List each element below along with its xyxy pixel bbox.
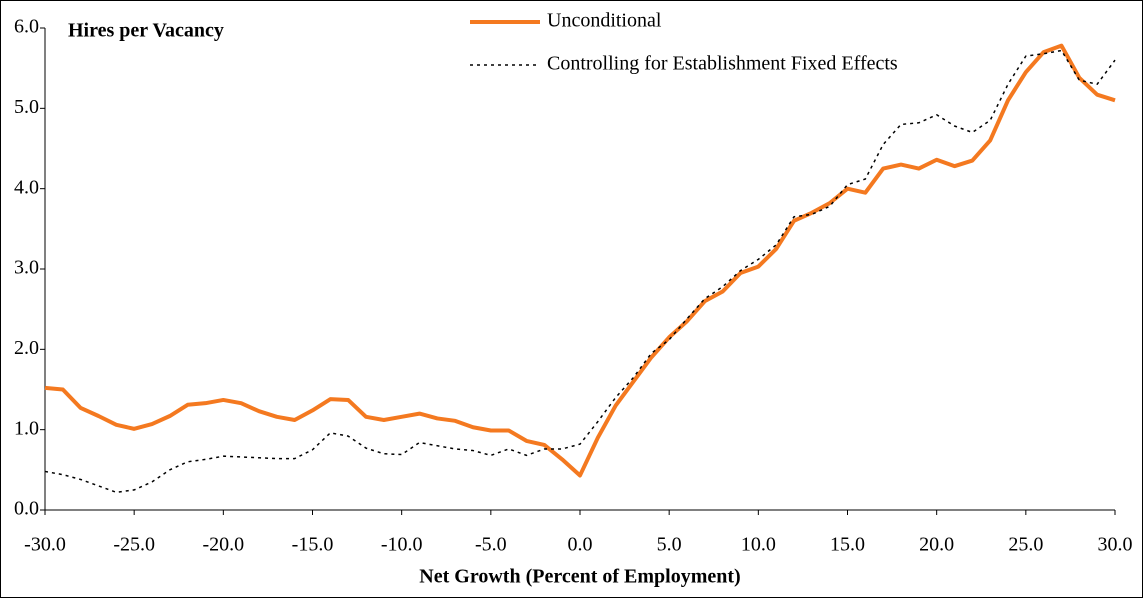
legend-label: Unconditional xyxy=(547,10,662,32)
x-axis-title: Net Growth (Percent of Employment) xyxy=(419,566,740,588)
x-tick-label: 30.0 xyxy=(1098,534,1133,556)
legend-label: Controlling for Establishment Fixed Effe… xyxy=(547,53,898,75)
data-line xyxy=(44,49,1116,494)
x-tick-label: -10.0 xyxy=(381,534,423,556)
x-tick-label: -20.0 xyxy=(202,534,244,556)
x-tick-label: 0.0 xyxy=(568,534,593,556)
x-tick-label: 25.0 xyxy=(1008,534,1043,556)
y-tick-label: 5.0 xyxy=(14,96,39,118)
x-tick-label: 5.0 xyxy=(657,534,682,556)
y-tick-label: 1.0 xyxy=(14,417,39,439)
x-tick-label: -25.0 xyxy=(113,534,155,556)
x-tick-label: -30.0 xyxy=(24,534,66,556)
y-tick-label: 2.0 xyxy=(14,337,39,359)
y-tick-label: 6.0 xyxy=(14,16,39,38)
data-line xyxy=(44,43,1116,478)
y-tick-label: 4.0 xyxy=(14,176,39,198)
x-tick-label: -5.0 xyxy=(475,534,507,556)
x-tick-label: 10.0 xyxy=(741,534,776,556)
x-tick-label: 15.0 xyxy=(830,534,865,556)
x-tick-label: 20.0 xyxy=(919,534,954,556)
x-tick-label: -15.0 xyxy=(292,534,334,556)
y-tick-label: 3.0 xyxy=(14,257,39,279)
y-tick-label: 0.0 xyxy=(14,498,39,520)
chart-title: Hires per Vacancy xyxy=(68,20,224,42)
